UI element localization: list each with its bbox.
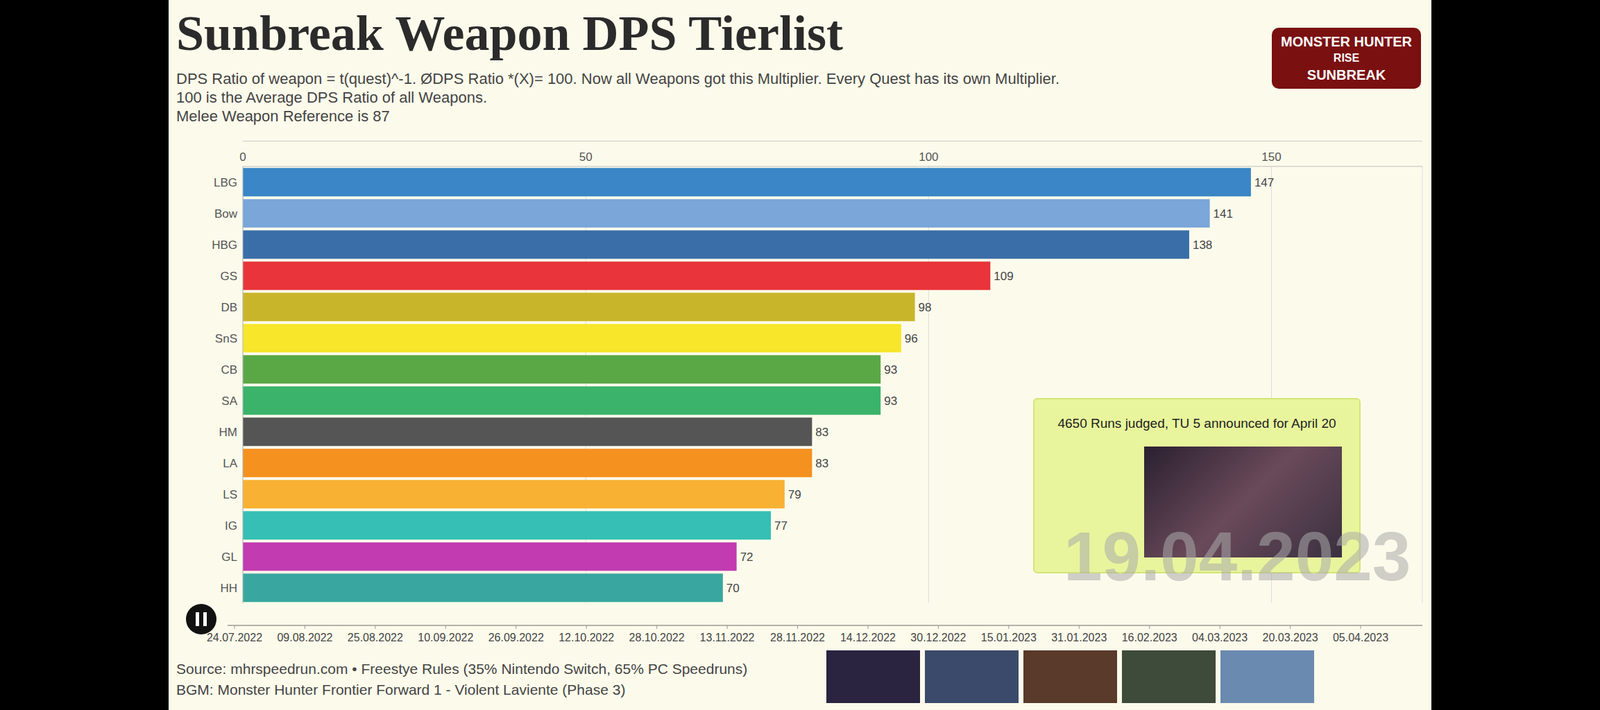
svg-text:77: 77	[774, 519, 788, 533]
svg-text:26.09.2022: 26.09.2022	[488, 632, 544, 644]
html-text:Melee Weapon Reference is 87: Melee Weapon Reference is 87	[176, 107, 390, 125]
svg-text:96: 96	[904, 332, 918, 346]
svg-text:83: 83	[815, 457, 829, 471]
svg-text:109: 109	[993, 269, 1014, 284]
html-text:100 is the Average DPS Ratio o: 100 is the Average DPS Ratio of all Weap…	[176, 88, 488, 107]
svg-text:Bow: Bow	[214, 207, 238, 221]
svg-text:20.03.2023: 20.03.2023	[1262, 632, 1319, 644]
svg-text:24.07.2022: 24.07.2022	[206, 632, 263, 644]
svg-text:HM: HM	[219, 426, 238, 440]
svg-text:83: 83	[815, 426, 829, 440]
svg-text:DB: DB	[220, 301, 238, 315]
svg-text:93: 93	[883, 363, 898, 377]
svg-text:16.02.2023: 16.02.2023	[1121, 632, 1178, 644]
svg-text:141: 141	[1213, 207, 1233, 221]
svg-text:13.11.2022: 13.11.2022	[700, 632, 755, 644]
svg-text:HH: HH	[219, 582, 238, 596]
svg-text:04.03.2023: 04.03.2023	[1192, 632, 1248, 644]
svg-text:31.01.2023: 31.01.2023	[1051, 632, 1107, 644]
html-text:SUNBREAK: SUNBREAK	[1307, 67, 1386, 83]
svg-text:150: 150	[1261, 150, 1281, 164]
html-text:BGM: Monster Hunter Frontier F: BGM: Monster Hunter Frontier Forward 1 -…	[176, 682, 626, 699]
svg-text:10.09.2022: 10.09.2022	[417, 632, 474, 644]
html-text:DPS Ratio of weapon = t(quest): DPS Ratio of weapon = t(quest)^-1. ØDPS …	[176, 70, 1060, 88]
svg-text:GS: GS	[219, 269, 238, 284]
svg-text:98: 98	[918, 301, 932, 315]
svg-text:09.08.2022: 09.08.2022	[276, 632, 333, 644]
html-text:Sunbreak Weapon DPS Tierlist: Sunbreak Weapon DPS Tierlist	[176, 5, 844, 62]
svg-text:IG: IG	[224, 519, 238, 533]
svg-text:147: 147	[1254, 176, 1274, 190]
html-text:Source: mhrspeedrun.com • Free: Source: mhrspeedrun.com • Freestye Rules…	[176, 661, 748, 678]
svg-text:93: 93	[883, 394, 898, 408]
svg-text:05.04.2023: 05.04.2023	[1332, 632, 1389, 644]
svg-text:25.08.2022: 25.08.2022	[347, 632, 404, 644]
svg-text:79: 79	[788, 488, 802, 502]
svg-text:12.10.2022: 12.10.2022	[558, 632, 615, 644]
svg-text:70: 70	[726, 582, 740, 596]
svg-text:100: 100	[918, 150, 939, 164]
html-text:RISE: RISE	[1333, 52, 1360, 64]
svg-text:SA: SA	[221, 394, 238, 408]
svg-text:LS: LS	[222, 488, 238, 502]
svg-text:CB: CB	[220, 363, 238, 377]
svg-text:72: 72	[740, 550, 754, 565]
html-text:19.04.2023: 19.04.2023	[1063, 517, 1411, 596]
svg-text:LBG: LBG	[213, 176, 238, 190]
svg-text:50: 50	[579, 150, 593, 164]
svg-text:138: 138	[1192, 238, 1213, 252]
svg-text:28.11.2022: 28.11.2022	[770, 632, 825, 644]
html-text:4650 Runs judged, TU 5 announc: 4650 Runs judged, TU 5 announced for Apr…	[1057, 416, 1336, 431]
svg-text:SnS: SnS	[215, 332, 238, 346]
svg-text:LA: LA	[222, 457, 238, 471]
svg-text:30.12.2022: 30.12.2022	[910, 632, 966, 644]
html-text:MONSTER HUNTER: MONSTER HUNTER	[1280, 33, 1412, 50]
svg-text:15.01.2023: 15.01.2023	[981, 632, 1037, 644]
svg-text:HBG: HBG	[211, 238, 238, 252]
svg-text:0: 0	[239, 150, 246, 164]
svg-text:28.10.2022: 28.10.2022	[629, 632, 685, 644]
svg-text:14.12.2022: 14.12.2022	[840, 632, 896, 644]
svg-text:GL: GL	[221, 550, 238, 565]
